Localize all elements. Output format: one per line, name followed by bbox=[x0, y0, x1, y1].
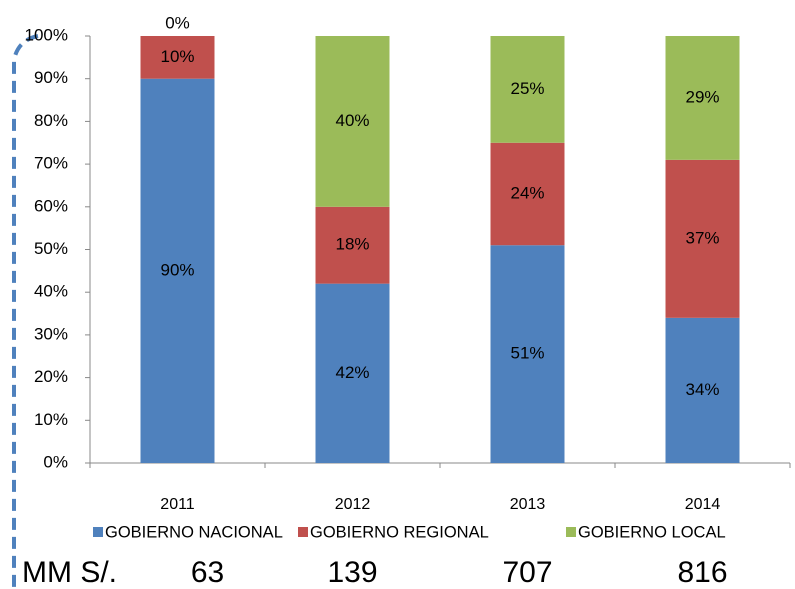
y-tick-label: 30% bbox=[34, 324, 68, 343]
y-tick-label: 10% bbox=[34, 410, 68, 429]
y-tick-label: 80% bbox=[34, 111, 68, 130]
data-label: 40% bbox=[335, 111, 369, 130]
bar-segment bbox=[315, 206, 390, 284]
data-label: 0% bbox=[165, 13, 190, 32]
bar-segment bbox=[490, 245, 565, 463]
y-tick-label: 20% bbox=[34, 367, 68, 386]
bar-segment bbox=[140, 36, 215, 79]
y-tick-label: 70% bbox=[34, 154, 68, 173]
y-tick-label: 50% bbox=[34, 239, 68, 258]
data-label: 24% bbox=[510, 183, 544, 202]
legend-label: GOBIERNO LOCAL bbox=[578, 523, 726, 541]
bar-segment bbox=[315, 36, 390, 207]
data-label: 37% bbox=[685, 228, 719, 247]
data-label: 42% bbox=[335, 363, 369, 382]
footer-value: 63 bbox=[191, 556, 224, 589]
footer-value: 139 bbox=[327, 556, 377, 589]
x-tick-label: 2014 bbox=[685, 496, 721, 513]
data-label: 29% bbox=[685, 87, 719, 106]
x-tick-label: 2011 bbox=[160, 496, 195, 513]
bar-segment bbox=[665, 36, 740, 160]
legend-label: GOBIERNO NACIONAL bbox=[105, 523, 283, 541]
legend-swatch bbox=[93, 527, 103, 537]
legend-label: GOBIERNO REGIONAL bbox=[310, 523, 489, 541]
data-label: 10% bbox=[160, 47, 194, 66]
bar-segment bbox=[665, 159, 740, 318]
data-label: 18% bbox=[335, 235, 369, 254]
footer-label: MM S/. bbox=[22, 556, 117, 589]
footer-value: 707 bbox=[502, 556, 552, 589]
footer-value: 816 bbox=[677, 556, 727, 589]
bar-segment bbox=[665, 317, 740, 463]
bar-segment bbox=[315, 283, 390, 463]
y-tick-label: 90% bbox=[34, 68, 68, 87]
decoration-curve bbox=[12, 34, 39, 589]
data-label: 90% bbox=[160, 260, 194, 279]
data-label: 25% bbox=[510, 79, 544, 98]
y-tick-label: 0% bbox=[43, 452, 68, 471]
y-tick-label: 40% bbox=[34, 282, 68, 301]
x-tick-label: 2013 bbox=[510, 496, 546, 513]
bar-segment bbox=[490, 36, 565, 143]
legend-swatch bbox=[566, 527, 576, 537]
x-tick-label: 2012 bbox=[335, 496, 371, 513]
y-tick-label: 100% bbox=[25, 25, 68, 44]
bar-segment bbox=[490, 142, 565, 246]
y-tick-label: 60% bbox=[34, 196, 68, 215]
legend-swatch bbox=[298, 527, 308, 537]
bar-segment bbox=[140, 78, 215, 463]
data-label: 34% bbox=[685, 380, 719, 399]
data-label: 51% bbox=[510, 344, 544, 363]
